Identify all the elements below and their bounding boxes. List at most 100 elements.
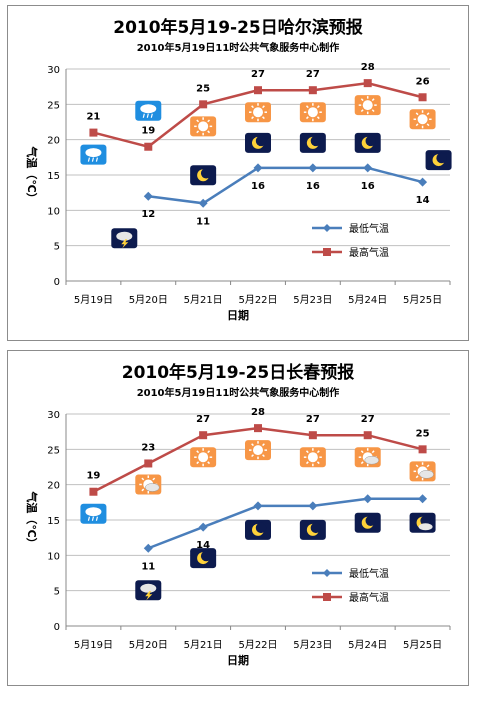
- cloud-shape: [418, 523, 433, 531]
- sun-disc: [253, 107, 263, 118]
- sun-ray: [251, 454, 254, 458]
- sun-ray: [305, 450, 309, 454]
- y-tick-label: 25: [47, 445, 60, 456]
- sun-icon: [245, 102, 271, 123]
- sun-icon: [409, 109, 436, 130]
- y-tick-label: 0: [54, 622, 60, 633]
- sun-disc: [198, 452, 209, 463]
- x-tick-label: 5月20日: [129, 294, 168, 306]
- high-temp-point: [199, 100, 208, 109]
- y-tick-label: 15: [47, 516, 60, 527]
- lightning-bolt: [145, 591, 153, 601]
- low-temp-point: [143, 191, 153, 201]
- sun-icon: [354, 95, 381, 116]
- sun-icon: [245, 440, 271, 461]
- sun-ray: [207, 119, 211, 123]
- sun-icon: [190, 447, 217, 468]
- sun-ray: [426, 464, 430, 468]
- high-temp-label: 25: [416, 428, 430, 439]
- moon-shadow: [365, 135, 376, 147]
- rain-cloud-icon: [80, 144, 107, 165]
- sun-ray: [262, 443, 265, 447]
- chart-subtitle: 2010年5月19日11时公共气象服务中心制作: [137, 41, 340, 54]
- high-temp-label: 21: [86, 112, 100, 123]
- legend-marker: [323, 569, 331, 577]
- high-temp-label: 19: [86, 471, 100, 482]
- moon-shadow: [420, 515, 431, 526]
- low-temp-point: [198, 198, 208, 208]
- high-temp-label: 26: [416, 76, 430, 87]
- high-temp-point: [144, 459, 153, 468]
- low-temp-point: [143, 543, 153, 553]
- rain-cloud-icon: [80, 503, 107, 524]
- cloud-shape: [364, 455, 379, 465]
- cloud-shape: [140, 583, 157, 593]
- sun-ray: [196, 461, 200, 465]
- low-temp-point: [308, 501, 318, 511]
- moon-shadow: [255, 522, 267, 534]
- rain-cloud-icon: [135, 100, 162, 121]
- sun-ray: [196, 450, 200, 454]
- x-tick-label: 5月22日: [238, 294, 277, 306]
- legend-marker: [323, 224, 331, 232]
- rain-drop: [95, 516, 99, 521]
- moon-icon: [245, 132, 271, 153]
- high-temp-point: [363, 431, 372, 440]
- moon-shadow: [310, 135, 322, 147]
- sun-ray: [415, 123, 419, 127]
- high-temp-point: [363, 79, 372, 88]
- x-axis-title: 日期: [227, 653, 249, 667]
- moon-icon: [190, 165, 217, 186]
- low-temp-point: [308, 163, 318, 173]
- moon-shadow: [255, 135, 267, 147]
- x-tick-label: 5月25日: [403, 294, 442, 306]
- low-temp-point: [198, 522, 208, 532]
- sun-ray: [207, 450, 211, 454]
- y-tick-label: 20: [47, 481, 60, 492]
- chart-title: 2010年5月19-25日长春预报: [122, 362, 355, 383]
- moon-icon: [245, 519, 271, 540]
- x-tick-label: 5月23日: [293, 294, 332, 306]
- high-temp-label: 23: [141, 442, 155, 453]
- sun-icon: [190, 116, 217, 137]
- sun-disc: [307, 107, 318, 118]
- moon-shadow: [200, 550, 212, 562]
- y-tick-label: 0: [54, 277, 60, 288]
- sun-disc: [198, 121, 209, 132]
- low-temp-point: [253, 163, 263, 173]
- high-temp-point: [199, 431, 208, 440]
- cloud-shape: [85, 507, 102, 517]
- sun-ray: [305, 461, 309, 465]
- sun-ray: [251, 116, 254, 120]
- partly-cloudy-icon: [409, 461, 436, 482]
- low-temp-point: [418, 177, 428, 187]
- legend-marker: [323, 248, 331, 256]
- sun-ray: [316, 450, 320, 454]
- high-temp-label: 27: [306, 414, 320, 425]
- sun-ray: [305, 116, 309, 120]
- sun-disc: [362, 100, 373, 111]
- sun-ray: [415, 464, 419, 468]
- sun-ray: [196, 119, 200, 123]
- high-temp-label: 27: [306, 69, 320, 80]
- low-temp-point: [253, 501, 263, 511]
- y-tick-label: 5: [54, 587, 60, 598]
- x-tick-label: 5月23日: [293, 639, 332, 651]
- sun-ray: [316, 461, 320, 465]
- rain-drop: [91, 157, 95, 162]
- sun-ray: [415, 112, 419, 116]
- y-tick-label: 10: [47, 551, 60, 562]
- sun-disc: [253, 445, 263, 456]
- sun-icon: [299, 102, 326, 123]
- sun-ray: [305, 105, 309, 109]
- chart-title: 2010年5月19-25日哈尔滨预报: [113, 17, 363, 38]
- low-temp-point: [363, 163, 373, 173]
- high-temp-label: 27: [361, 414, 375, 425]
- high-temp-label: 27: [196, 414, 210, 425]
- low-temp-label: 11: [196, 216, 210, 227]
- sun-ray: [262, 454, 265, 458]
- low-temp-label: 14: [416, 195, 430, 206]
- legend-label: 最低气温: [349, 567, 389, 580]
- cloud-shape: [85, 148, 102, 158]
- low-temp-line: [147, 497, 423, 550]
